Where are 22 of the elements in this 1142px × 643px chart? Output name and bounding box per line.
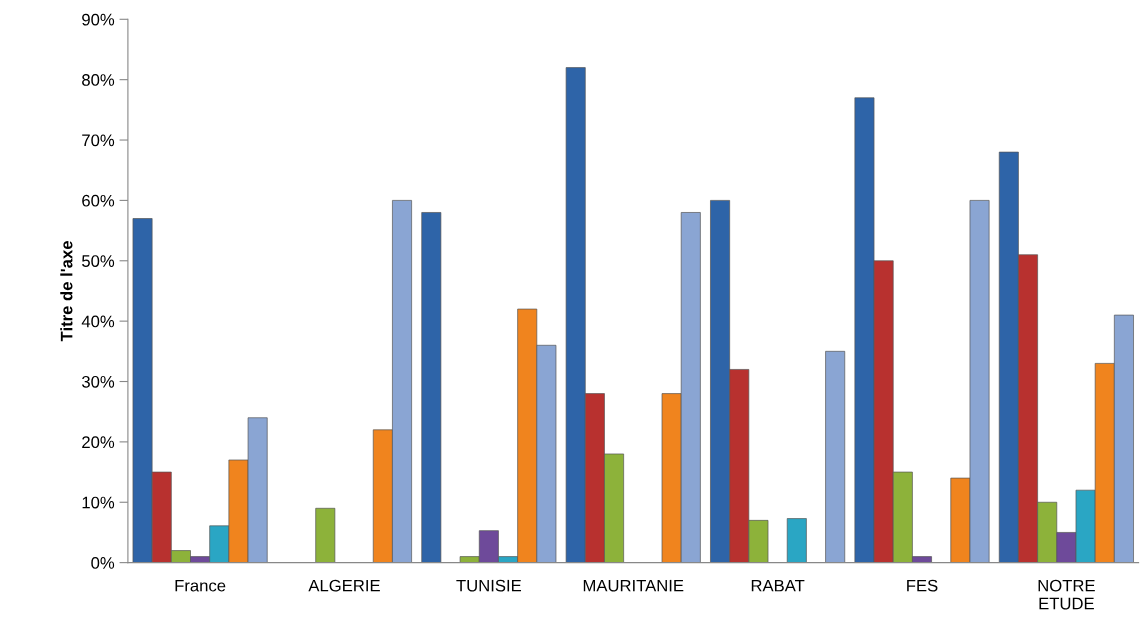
y-tick-label: 90% — [82, 13, 115, 26]
bar — [421, 212, 442, 563]
y-tick-label: 10% — [82, 496, 115, 509]
y-axis-title: Titre de l'axe — [60, 241, 73, 342]
bar — [825, 350, 846, 563]
x-tick-label: NOTRE ETUDE — [1038, 579, 1095, 610]
y-tick-label: 60% — [82, 194, 115, 207]
x-tick-label: France — [175, 579, 226, 592]
x-tick-label: ALGERIE — [308, 579, 380, 592]
y-tick-label: 0% — [91, 557, 115, 569]
y-tick-label: 50% — [82, 255, 115, 267]
y-tick-label: 40% — [81, 315, 115, 328]
x-tick-label: RABAT — [751, 579, 805, 592]
y-tick-label: 80% — [82, 74, 115, 86]
x-tick-label: TUNISIE — [456, 579, 522, 592]
y-tick-label: 70% — [82, 134, 115, 147]
y-tick-label: 20% — [82, 436, 115, 449]
bar — [786, 518, 807, 563]
y-tick-label: 30% — [81, 375, 115, 388]
bar — [315, 507, 336, 563]
x-tick-label: MAURITANIE — [583, 579, 684, 592]
x-tick-label: FES — [907, 579, 938, 592]
